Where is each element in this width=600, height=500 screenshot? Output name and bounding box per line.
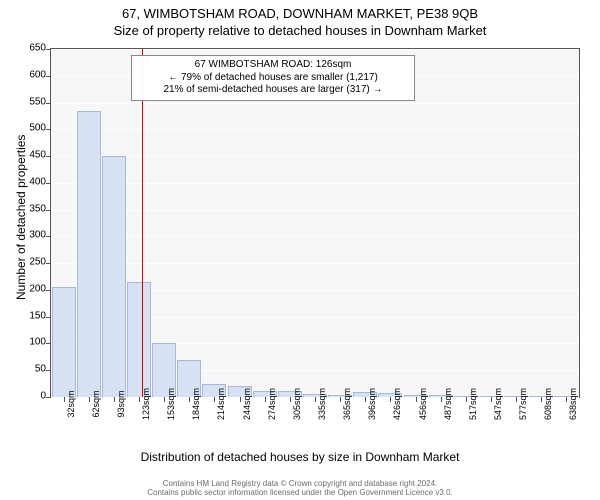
x-tick-mark <box>114 397 115 402</box>
y-tick-mark <box>46 210 51 211</box>
y-tick-mark <box>46 263 51 264</box>
x-tick-mark <box>441 397 442 402</box>
y-tick-label: 350 <box>29 203 46 214</box>
gridline <box>51 103 579 104</box>
x-axis-label: Distribution of detached houses by size … <box>0 450 600 464</box>
gridline <box>51 236 579 237</box>
x-tick-label: 153sqm <box>166 388 176 420</box>
x-tick-label: 456sqm <box>418 388 428 420</box>
x-tick-label: 487sqm <box>443 388 453 420</box>
x-tick-label: 32sqm <box>66 390 76 417</box>
histogram-bar <box>52 287 76 397</box>
gridline <box>51 129 579 130</box>
y-tick-mark <box>46 236 51 237</box>
histogram-bar <box>77 111 101 397</box>
y-tick-label: 50 <box>35 364 46 375</box>
y-tick-label: 500 <box>29 123 46 134</box>
y-tick-mark <box>46 183 51 184</box>
y-tick-label: 550 <box>29 96 46 107</box>
x-tick-mark <box>466 397 467 402</box>
footer-attribution: Contains HM Land Registry data © Crown c… <box>0 479 600 498</box>
y-tick-mark <box>46 290 51 291</box>
histogram-bar <box>102 156 126 397</box>
x-tick-label: 214sqm <box>216 388 226 420</box>
info-line: 21% of semi-detached houses are larger (… <box>138 84 408 97</box>
y-tick-mark <box>46 397 51 398</box>
x-tick-mark <box>240 397 241 402</box>
x-tick-label: 62sqm <box>91 390 101 417</box>
y-tick-mark <box>46 49 51 50</box>
x-tick-label: 608sqm <box>543 388 553 420</box>
y-tick-mark <box>46 103 51 104</box>
x-tick-label: 93sqm <box>116 390 126 417</box>
x-tick-mark <box>89 397 90 402</box>
x-tick-label: 365sqm <box>342 388 352 420</box>
y-tick-label: 650 <box>29 43 46 54</box>
gridline <box>51 183 579 184</box>
y-tick-mark <box>46 343 51 344</box>
x-tick-mark <box>64 397 65 402</box>
y-tick-mark <box>46 370 51 371</box>
x-tick-label: 396sqm <box>367 388 377 420</box>
chart-plot-area: 67 WIMBOTSHAM ROAD: 126sqm← 79% of detac… <box>50 48 580 398</box>
x-tick-mark <box>491 397 492 402</box>
y-tick-mark <box>46 156 51 157</box>
x-tick-mark <box>139 397 140 402</box>
y-tick-label: 100 <box>29 337 46 348</box>
x-tick-label: 184sqm <box>191 388 201 420</box>
y-tick-label: 0 <box>40 391 46 402</box>
x-tick-mark <box>164 397 165 402</box>
x-tick-mark <box>265 397 266 402</box>
info-line: 67 WIMBOTSHAM ROAD: 126sqm <box>138 59 408 72</box>
x-tick-label: 577sqm <box>518 388 528 420</box>
gridline <box>51 49 579 50</box>
y-tick-label: 400 <box>29 176 46 187</box>
x-tick-mark <box>416 397 417 402</box>
gridline <box>51 263 579 264</box>
x-tick-mark <box>315 397 316 402</box>
gridline <box>51 210 579 211</box>
x-tick-label: 123sqm <box>141 388 151 420</box>
y-tick-mark <box>46 76 51 77</box>
x-tick-label: 517sqm <box>468 388 478 420</box>
x-tick-mark <box>340 397 341 402</box>
y-tick-label: 450 <box>29 150 46 161</box>
footer-line2: Contains public sector information licen… <box>0 488 600 498</box>
chart-title-address: 67, WIMBOTSHAM ROAD, DOWNHAM MARKET, PE3… <box>0 0 600 21</box>
x-tick-label: 244sqm <box>242 388 252 420</box>
y-tick-mark <box>46 129 51 130</box>
x-tick-label: 305sqm <box>292 388 302 420</box>
x-tick-mark <box>290 397 291 402</box>
histogram-bar <box>127 282 151 397</box>
x-tick-label: 274sqm <box>267 388 277 420</box>
y-tick-label: 600 <box>29 69 46 80</box>
y-tick-mark <box>46 317 51 318</box>
footer-line1: Contains HM Land Registry data © Crown c… <box>0 479 600 489</box>
y-axis-label: Number of detached properties <box>14 135 28 300</box>
gridline <box>51 156 579 157</box>
info-line: ← 79% of detached houses are smaller (1,… <box>138 72 408 85</box>
y-tick-label: 300 <box>29 230 46 241</box>
x-tick-label: 547sqm <box>493 388 503 420</box>
property-info-box: 67 WIMBOTSHAM ROAD: 126sqm← 79% of detac… <box>131 55 415 101</box>
y-tick-label: 200 <box>29 283 46 294</box>
chart-subtitle: Size of property relative to detached ho… <box>0 21 600 38</box>
x-tick-label: 638sqm <box>568 388 578 420</box>
x-tick-label: 426sqm <box>392 388 402 420</box>
y-tick-label: 150 <box>29 310 46 321</box>
y-tick-label: 250 <box>29 257 46 268</box>
x-tick-mark <box>516 397 517 402</box>
x-tick-label: 335sqm <box>317 388 327 420</box>
property-marker-line <box>142 49 143 397</box>
